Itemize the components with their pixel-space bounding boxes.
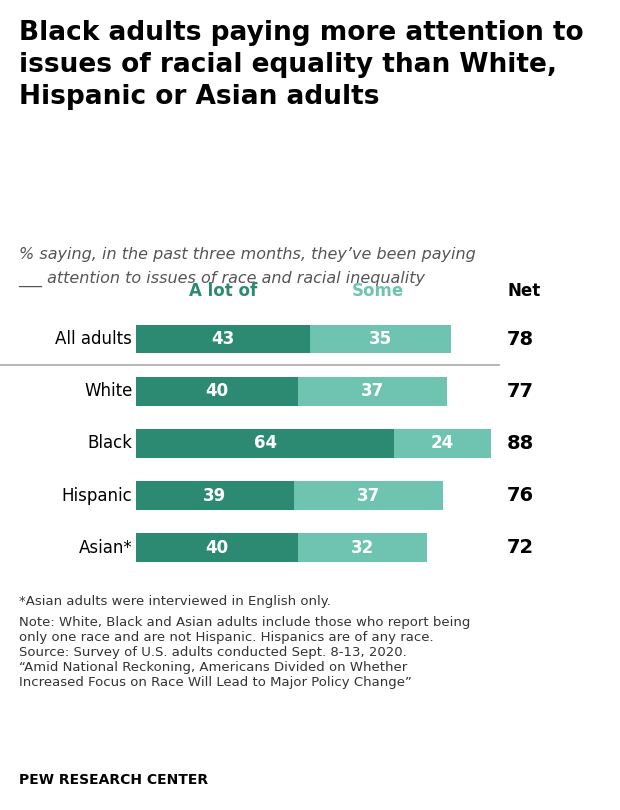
Text: 76: 76	[507, 486, 534, 505]
Text: 37: 37	[361, 382, 384, 400]
Text: 77: 77	[507, 382, 534, 401]
Text: 40: 40	[205, 539, 229, 556]
Text: *Asian adults were interviewed in English only.: *Asian adults were interviewed in Englis…	[19, 595, 330, 608]
Bar	[298, 534, 427, 562]
Bar	[310, 325, 451, 353]
Text: 43: 43	[211, 330, 234, 348]
Text: Some: Some	[352, 282, 404, 300]
Text: A lot of: A lot of	[189, 282, 257, 300]
Bar	[136, 481, 294, 510]
Bar	[136, 377, 298, 406]
Text: Black adults paying more attention to
issues of racial equality than White,
Hisp: Black adults paying more attention to is…	[19, 20, 583, 110]
Text: 72: 72	[507, 539, 534, 557]
Text: 39: 39	[203, 487, 227, 505]
Bar	[136, 534, 298, 562]
Bar	[298, 377, 446, 406]
Text: 78: 78	[507, 330, 534, 348]
Text: White: White	[84, 382, 133, 400]
Text: 88: 88	[507, 434, 534, 453]
Text: Net: Net	[507, 282, 541, 300]
Text: % saying, in the past three months, they’ve been paying: % saying, in the past three months, they…	[19, 247, 476, 262]
Text: 64: 64	[254, 434, 277, 453]
Text: 24: 24	[431, 434, 454, 453]
Text: 40: 40	[205, 382, 229, 400]
Text: PEW RESEARCH CENTER: PEW RESEARCH CENTER	[19, 774, 208, 787]
Bar	[294, 481, 443, 510]
Text: Asian*: Asian*	[79, 539, 133, 556]
Text: Note: White, Black and Asian adults include those who report being
only one race: Note: White, Black and Asian adults incl…	[19, 616, 470, 688]
Bar	[136, 429, 394, 458]
Bar	[394, 429, 491, 458]
Text: All adults: All adults	[56, 330, 133, 348]
Text: 35: 35	[369, 330, 392, 348]
Text: Black: Black	[87, 434, 133, 453]
Text: ___ attention to issues of race and racial inequality: ___ attention to issues of race and raci…	[19, 271, 425, 287]
Text: 32: 32	[350, 539, 374, 556]
Bar	[136, 325, 310, 353]
Text: 37: 37	[356, 487, 379, 505]
Text: Hispanic: Hispanic	[61, 487, 133, 505]
